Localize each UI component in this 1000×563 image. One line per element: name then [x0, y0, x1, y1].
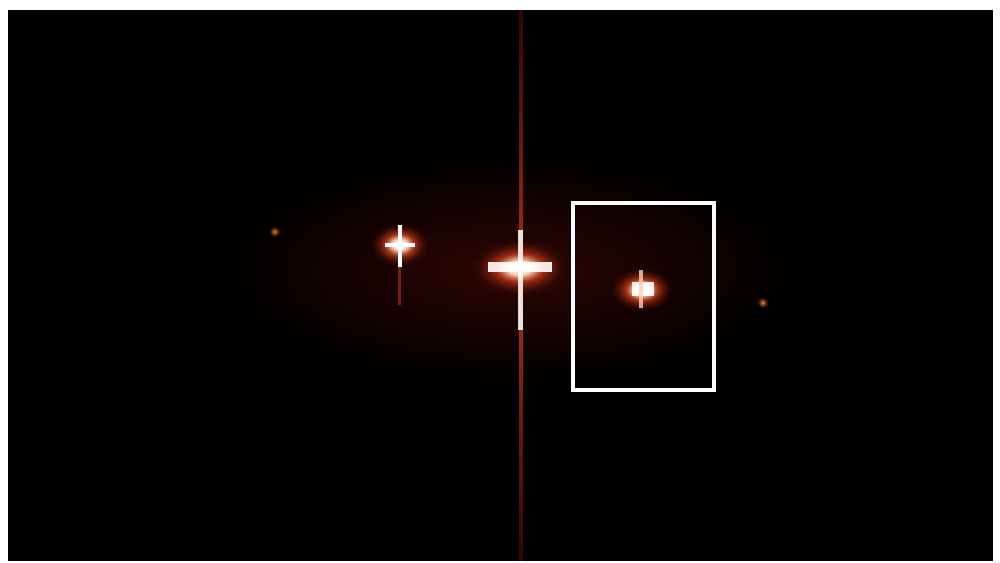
page: [0, 0, 1000, 563]
spot-core: [518, 230, 523, 330]
faint-spot: [757, 297, 769, 309]
spot-core: [398, 225, 402, 267]
faint-spot: [269, 226, 281, 238]
spot-core: [639, 270, 643, 308]
spectrum-image: [0, 0, 1000, 563]
